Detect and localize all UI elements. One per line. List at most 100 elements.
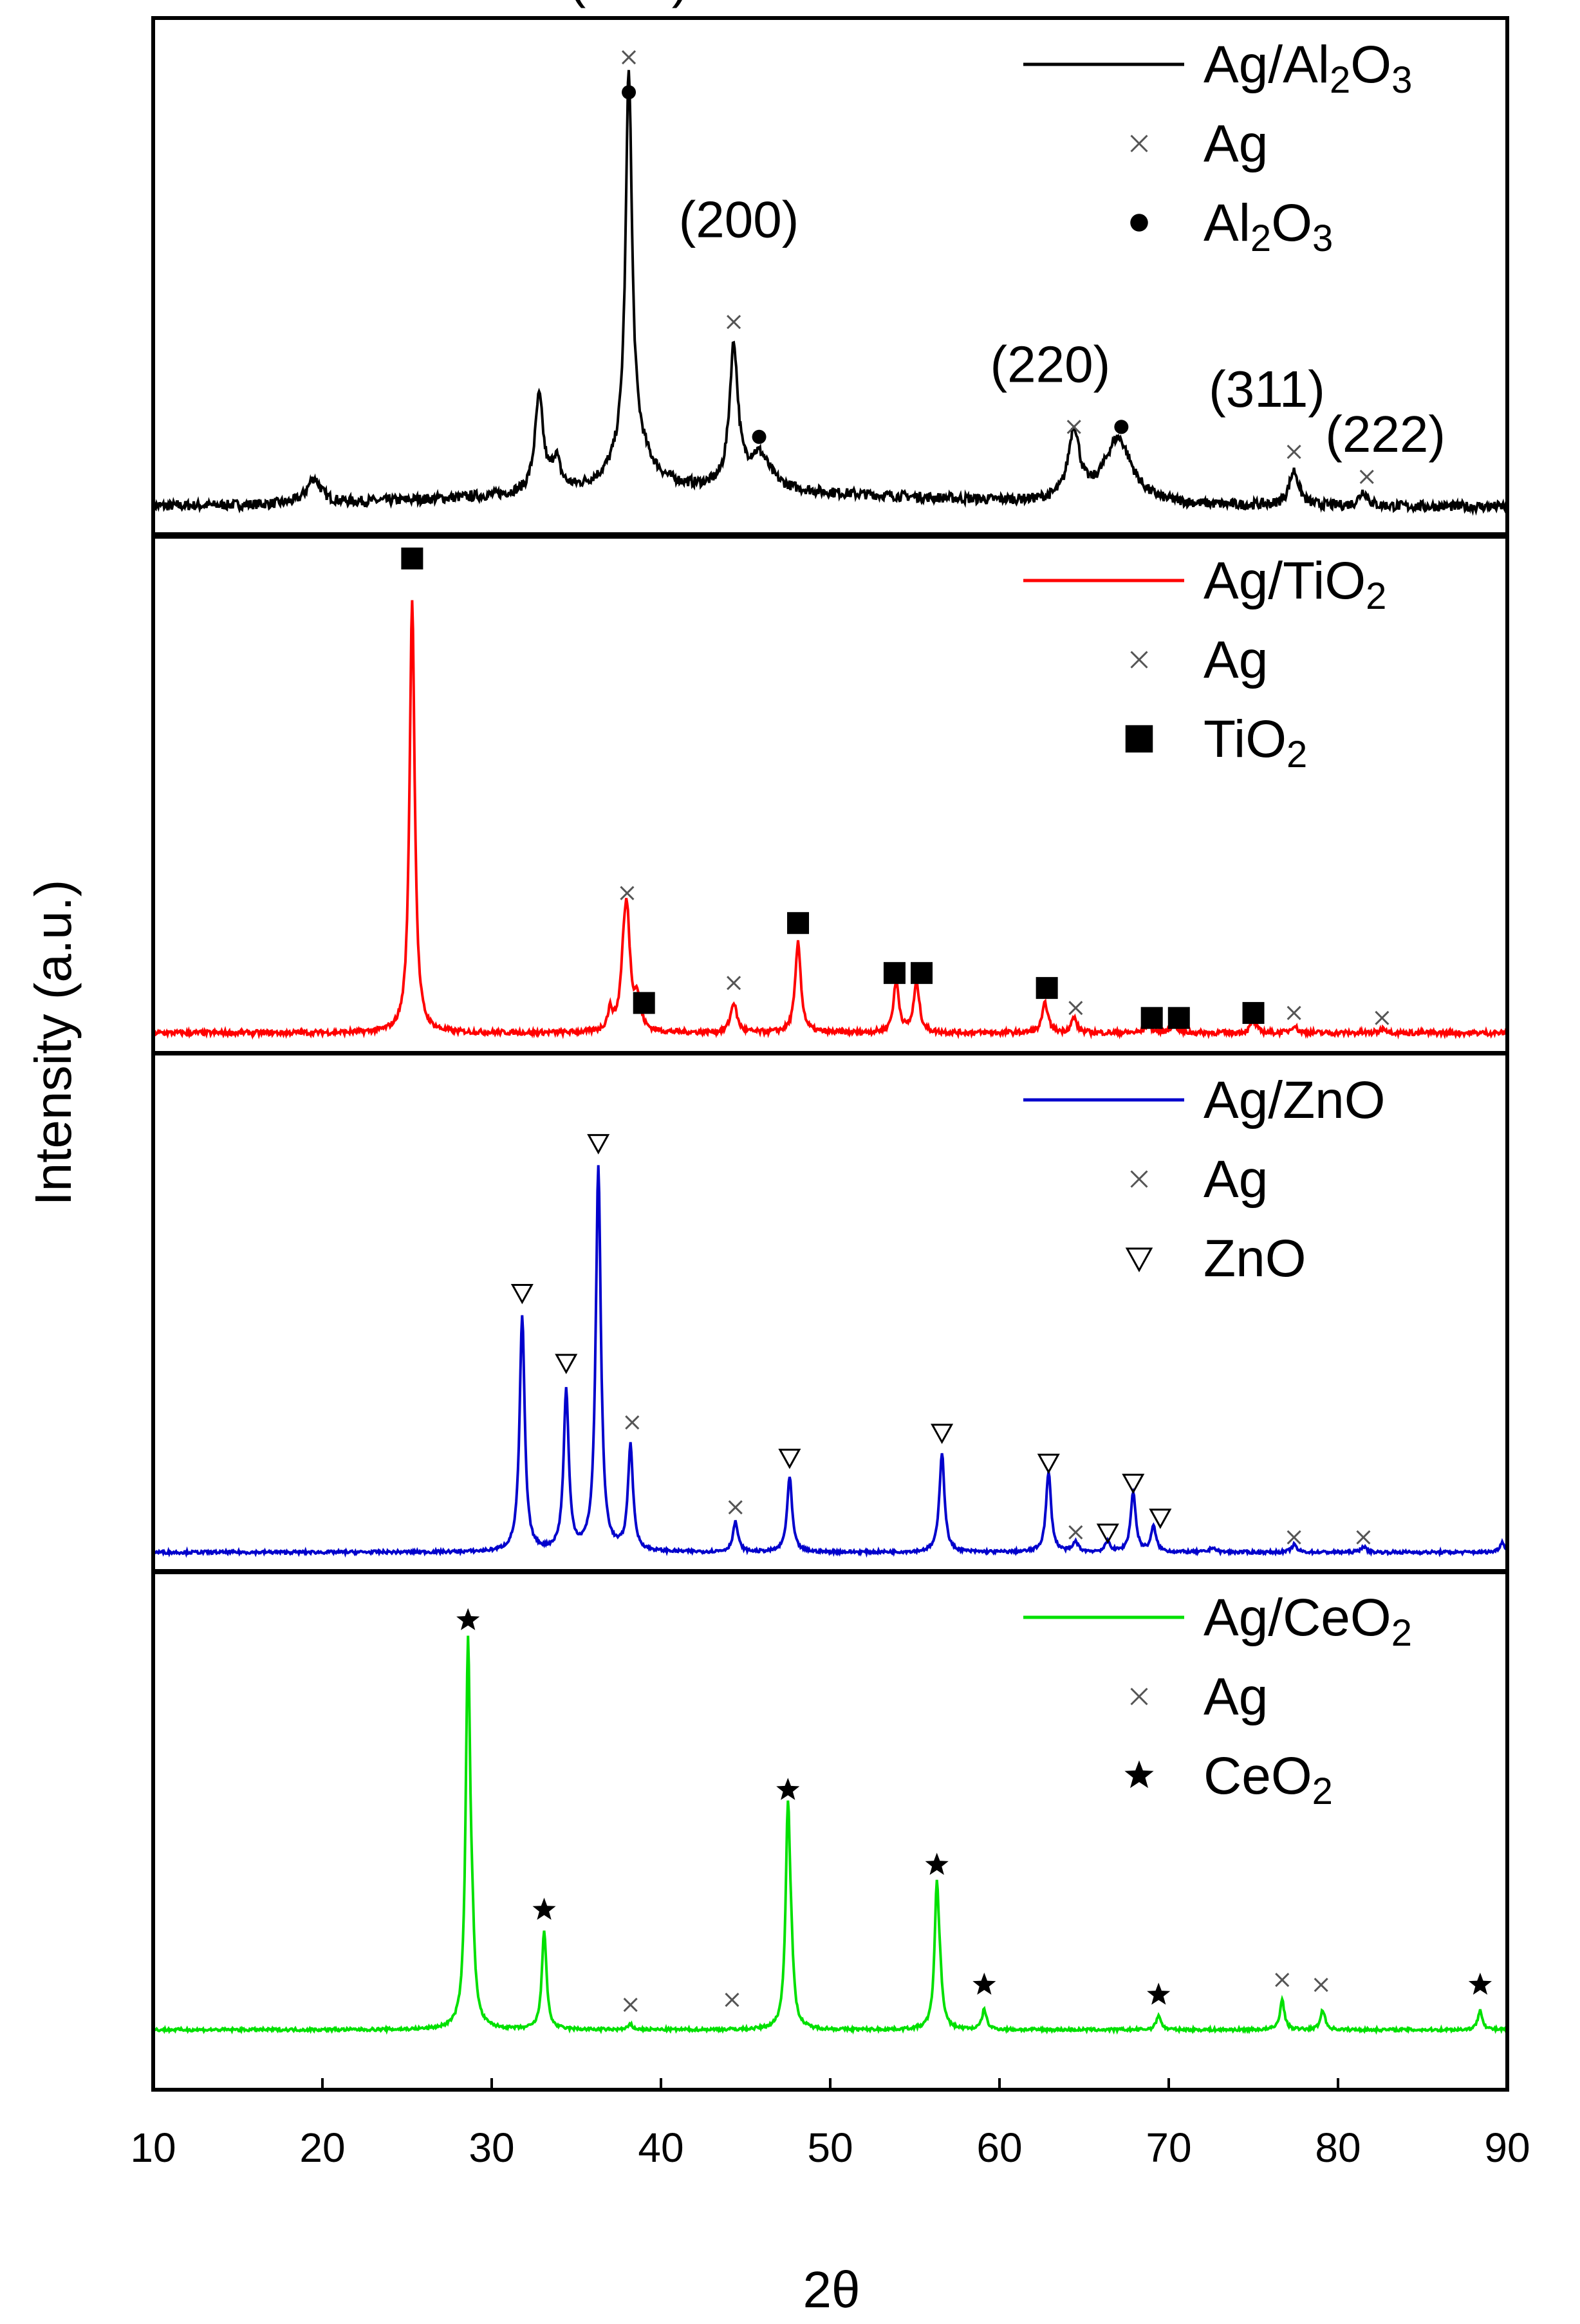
legend-entry: CeO2 <box>1124 1747 1333 1812</box>
peak-marker-cross <box>620 886 635 900</box>
peak-marker-cross <box>625 1415 640 1430</box>
series-line-1 <box>152 70 1509 516</box>
peak-marker-star <box>776 1778 800 1800</box>
x-tick-label: 20 <box>299 2124 345 2171</box>
peak-marker-cross <box>1287 445 1301 460</box>
peak-marker-dot <box>1114 420 1129 434</box>
peak-marker-star <box>1147 1982 1171 2005</box>
peak-marker-cross <box>1356 1530 1371 1545</box>
legend-entry: Al2O3 <box>1130 194 1333 259</box>
peak-marker-triangle <box>1096 1523 1119 1545</box>
legend-entry: Ag <box>1130 1668 1268 1726</box>
legend-entry: Ag <box>1130 631 1268 689</box>
peak-marker-triangle <box>1122 1473 1145 1494</box>
peak-marker-cross <box>1287 1530 1301 1545</box>
peak-marker-triangle <box>931 1424 954 1444</box>
series-line-3 <box>153 1165 1508 1558</box>
legend-label: Ag <box>1204 1668 1268 1726</box>
peak-marker-square <box>911 962 933 984</box>
legend-star-symbol <box>1124 1760 1154 1789</box>
x-tick-label: 10 <box>130 2124 176 2171</box>
peak-marker-cross <box>1314 1977 1328 1993</box>
peak-marker-star <box>1468 1973 1492 1995</box>
legend-label: Ag/CeO2 <box>1204 1588 1412 1654</box>
legend-entry: Ag/TiO2 <box>1023 552 1386 617</box>
miller-index-label: (220) <box>990 335 1111 393</box>
peak-marker-square <box>633 992 655 1014</box>
peak-marker-dot <box>752 429 767 444</box>
legend-label: Ag <box>1204 115 1268 173</box>
legend-triangle-symbol <box>1125 1247 1153 1272</box>
peak-marker-cross <box>1375 1010 1389 1025</box>
panel-frame <box>151 16 1509 539</box>
series-line-2 <box>152 600 1509 1040</box>
legend-label: Ag/Al2O3 <box>1204 35 1412 101</box>
x-axis: 10 20 30 40 50 60 70 80 90 <box>130 2078 1530 2171</box>
panel-1: (100) (200) (220) (311)(222) Ag/Al2O3 Ag Al2O3 <box>151 0 1509 539</box>
legend-label: Ag/TiO2 <box>1204 552 1386 617</box>
legend-entry: Ag <box>1130 115 1268 173</box>
x-tick-label: 60 <box>976 2124 1022 2171</box>
legend-label: Ag/ZnO <box>1204 1071 1386 1129</box>
peak-marker-triangle <box>1037 1453 1060 1474</box>
x-tick-label: 90 <box>1484 2124 1530 2171</box>
peak-marker-cross <box>727 315 741 330</box>
legend-square-symbol <box>1125 725 1153 753</box>
peak-marker-square <box>1140 1007 1163 1029</box>
peak-marker-cross <box>727 976 741 990</box>
peak-marker-cross <box>728 1500 743 1515</box>
panel-4: Ag/CeO2 Ag CeO2 <box>151 1569 1509 2092</box>
peak-marker-square <box>1167 1007 1190 1029</box>
peak-marker-cross <box>1275 1973 1290 1987</box>
peak-marker-cross <box>1068 1525 1083 1539</box>
peak-marker-square <box>1036 977 1058 999</box>
panel-2: Ag/TiO2 Ag TiO2 <box>151 532 1509 1055</box>
panel-frame <box>151 1052 1509 1574</box>
legend-cross-symbol <box>1130 651 1148 669</box>
peak-marker-square <box>787 912 810 934</box>
peak-marker-cross <box>1287 1005 1301 1020</box>
peak-marker-cross <box>725 1993 739 2007</box>
legend-cross-symbol <box>1130 1687 1148 1706</box>
legend-label: ZnO <box>1204 1229 1306 1288</box>
y-axis-label: Intensity (a.u.) <box>24 880 82 1206</box>
legend-label: Al2O3 <box>1204 194 1333 259</box>
peak-marker-star <box>925 1852 949 1875</box>
legend-entry: Ag/ZnO <box>1023 1071 1386 1129</box>
peak-marker-star <box>456 1608 480 1630</box>
miller-index-label: (311) <box>1209 360 1325 418</box>
peak-marker-square <box>883 962 906 984</box>
peak-marker-triangle <box>555 1353 578 1375</box>
legend-cross-symbol <box>1130 135 1148 153</box>
panel-3: Ag/ZnO Ag ZnO <box>151 1052 1509 1574</box>
x-tick-label: 40 <box>638 2124 683 2171</box>
legend-entry: TiO2 <box>1125 710 1307 776</box>
peak-marker-dot <box>622 85 637 100</box>
legend-dot-symbol <box>1130 214 1148 232</box>
x-tick-label: 30 <box>469 2124 514 2171</box>
miller-index-label: (100) <box>569 0 689 8</box>
miller-index-label: (222) <box>1325 405 1445 463</box>
x-tick-label: 70 <box>1146 2124 1191 2171</box>
legend-entry: Ag/Al2O3 <box>1023 35 1412 101</box>
peak-marker-cross <box>621 50 637 65</box>
panel-frame <box>151 532 1509 1055</box>
peak-marker-star <box>972 1973 996 1995</box>
legend-entry: Ag <box>1130 1150 1268 1209</box>
peak-marker-cross <box>1068 1001 1083 1016</box>
peak-marker-star <box>532 1897 556 1920</box>
x-tick-label: 50 <box>807 2124 853 2171</box>
series-line-4 <box>152 1635 1508 2035</box>
panels: (100) (200) (220) (311)(222) Ag/Al2O3 Ag Al2O3… <box>151 0 1509 2092</box>
miller-index-label: (200) <box>679 191 799 248</box>
peak-marker-cross <box>1066 420 1081 434</box>
legend-label: CeO2 <box>1204 1747 1333 1812</box>
legend-label: TiO2 <box>1204 710 1307 776</box>
peak-marker-cross <box>623 1998 638 2013</box>
peak-marker-square <box>401 547 423 570</box>
legend-label: Ag <box>1204 1150 1268 1209</box>
legend-cross-symbol <box>1130 1170 1148 1188</box>
legend-entry: ZnO <box>1125 1229 1306 1288</box>
peak-marker-triangle <box>510 1283 534 1305</box>
